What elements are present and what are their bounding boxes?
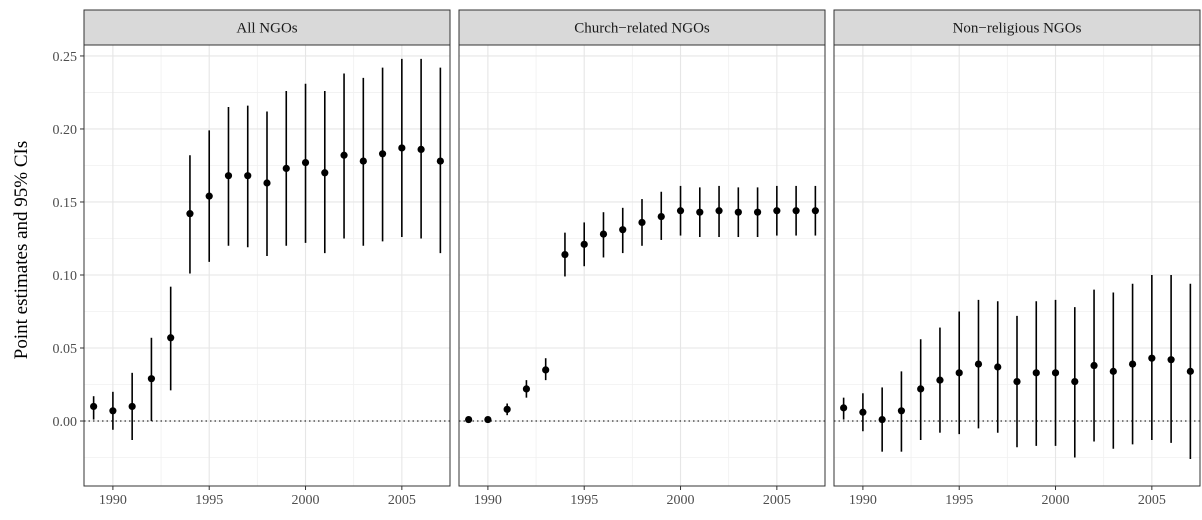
point-estimate (224, 172, 233, 180)
x-tick-label: 2005 (763, 493, 791, 508)
point-estimate (340, 151, 348, 159)
point-estimate (1051, 369, 1060, 377)
point-estimate (542, 366, 550, 374)
x-tick-label: 1990 (849, 493, 877, 508)
point-estimate (436, 157, 444, 165)
point-estimate (1109, 367, 1117, 375)
point-estimate (917, 385, 925, 393)
point-estimate (936, 376, 944, 384)
x-tick-label: 1995 (195, 493, 223, 508)
point-estimate (878, 415, 886, 424)
point-estimate (321, 169, 329, 177)
x-tick-label: 2000 (1042, 493, 1070, 508)
point-estimate (1032, 369, 1040, 377)
point-estimate (128, 402, 136, 411)
point-estimate (619, 226, 627, 234)
x-tick-label: 1990 (474, 493, 502, 508)
point-estimate (503, 405, 511, 413)
point-estimate (897, 407, 906, 415)
point-estimate (753, 208, 762, 216)
point-estimate (1013, 377, 1021, 386)
point-estimate (301, 158, 310, 167)
panel-border (83, 44, 451, 487)
y-tick-label: 0.05 (53, 342, 78, 357)
point-estimate (657, 212, 665, 221)
point-estimate (186, 210, 194, 218)
x-tick-label: 2000 (667, 493, 695, 508)
panel-1: All NGOs 1990 1995 2000 2005 (83, 9, 451, 508)
point-estimate (147, 375, 156, 383)
point-estimate (1071, 377, 1079, 386)
point-estimate (955, 369, 963, 377)
panel-strip (458, 9, 826, 46)
panel-border (833, 44, 1201, 487)
y-axis-title: Point estimates and 95% CIs (11, 141, 32, 359)
panel-title: Non−religious NGOs (953, 21, 1082, 37)
point-estimate (1148, 354, 1156, 362)
point-estimate (561, 250, 569, 259)
panel-title: All NGOs (236, 21, 297, 37)
point-estimate (840, 404, 848, 412)
point-estimate (599, 230, 608, 238)
panel-3: Non−religious NGOs 1990 1995 2000 2005 (833, 9, 1201, 508)
x-tick-label: 2000 (292, 493, 320, 508)
point-estimate (1090, 361, 1098, 370)
point-estimate (244, 172, 252, 180)
point-estimate (417, 145, 425, 154)
point-estimate (465, 415, 473, 424)
y-tick-label: 0.10 (53, 269, 78, 284)
point-estimate (484, 415, 492, 424)
point-estimate (1186, 367, 1194, 375)
point-estimate (398, 144, 406, 152)
x-tick-label: 1990 (99, 493, 127, 508)
point-estimate (522, 385, 531, 393)
x-tick-label: 1995 (570, 493, 598, 508)
point-estimate (715, 207, 723, 215)
point-estimate (205, 192, 213, 200)
point-estimate (994, 363, 1002, 371)
y-tick-label: 0.00 (53, 415, 78, 430)
x-tick-label: 2005 (388, 493, 416, 508)
point-estimate (676, 207, 685, 215)
point-estimate (734, 208, 742, 216)
point-estimate (792, 207, 800, 215)
point-estimate (580, 240, 588, 248)
point-estimate (1167, 356, 1175, 364)
panel-title: Church−related NGOs (574, 21, 710, 37)
point-estimate (90, 402, 98, 411)
y-tick-label: 0.15 (53, 196, 78, 211)
point-estimate (974, 360, 983, 368)
point-estimate (282, 164, 290, 172)
point-estimate (773, 207, 781, 215)
point-estimate (109, 407, 117, 415)
point-estimate (811, 207, 819, 215)
y-tick-label: 0.25 (53, 50, 78, 65)
point-estimate (859, 408, 867, 416)
point-estimate (696, 208, 704, 216)
panel-2: Church−related NGOs 1990 1995 2000 2005 (458, 9, 826, 508)
y-tick-label: 0.20 (53, 123, 78, 138)
panel-border (458, 44, 826, 487)
point-estimate (378, 150, 387, 158)
point-estimate (359, 157, 367, 165)
point-estimate (638, 218, 646, 227)
x-tick-label: 2005 (1138, 493, 1166, 508)
point-estimate (1128, 360, 1137, 368)
point-estimate (167, 334, 175, 342)
point-estimate (263, 179, 271, 187)
x-tick-label: 1995 (945, 493, 973, 508)
